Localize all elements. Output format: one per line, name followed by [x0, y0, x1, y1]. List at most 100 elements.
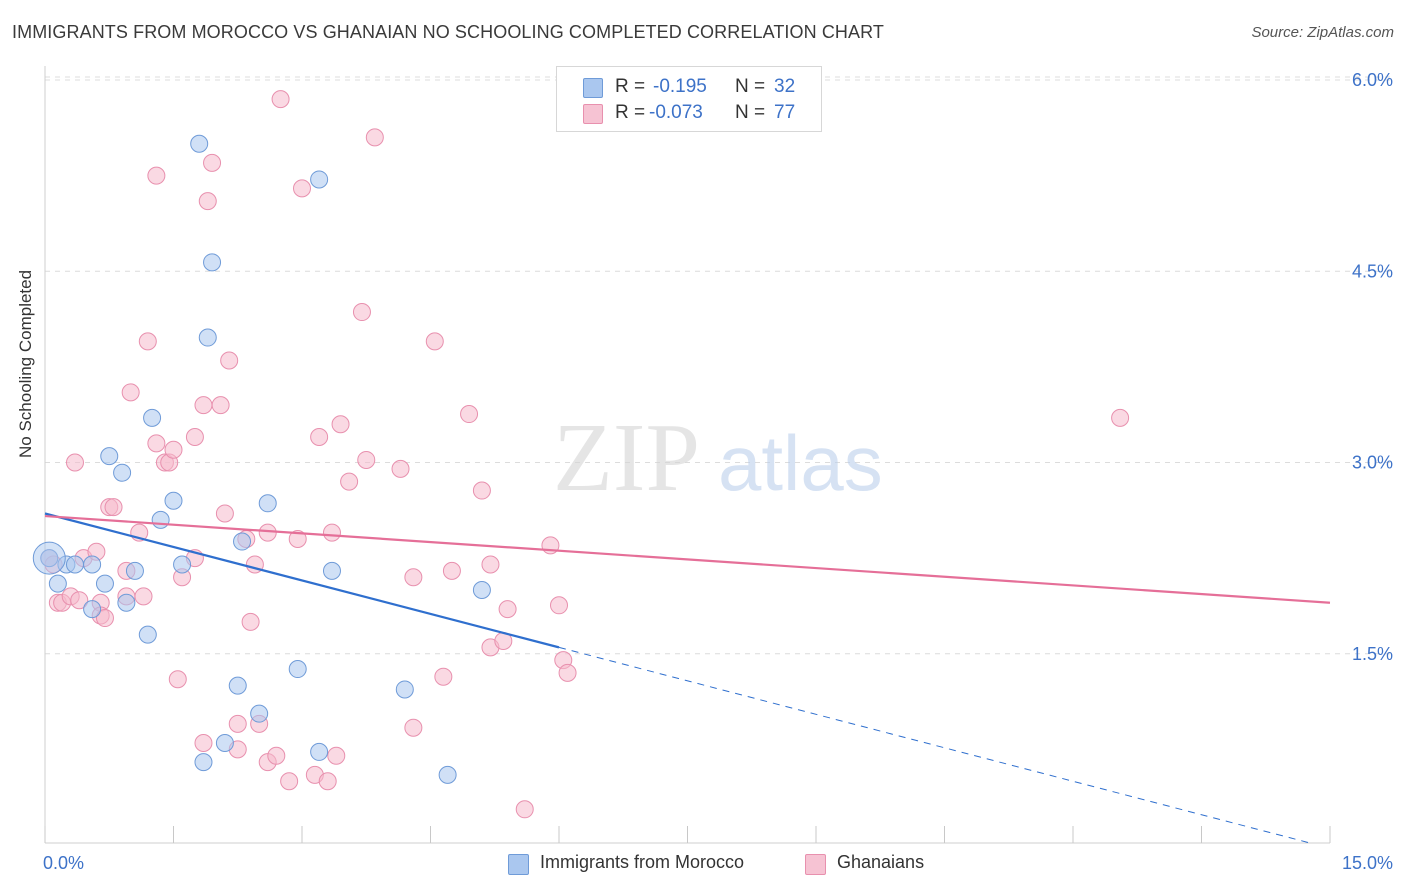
morocco-trend-line [44, 512, 560, 649]
ghanaians-point [147, 166, 166, 185]
morocco-point [83, 600, 102, 619]
ghanaians-point [203, 153, 222, 172]
morocco-point [322, 561, 341, 580]
ghanaians-trend-line [44, 514, 1331, 604]
y-axis-label: No Schooling Completed [16, 269, 35, 458]
trend-layer [44, 512, 1331, 845]
legend-n-label: N = [735, 102, 766, 123]
morocco-point [215, 734, 234, 752]
ghanaians-point [404, 568, 423, 587]
ghanaians-point [70, 591, 89, 610]
morocco-point [288, 660, 307, 679]
chart-title: IMMIGRANTS FROM MOROCCO VS GHANAIAN NO S… [12, 22, 885, 42]
ghanaians-point [258, 523, 277, 542]
ghanaians-point [434, 667, 453, 686]
ghanaians-point [138, 332, 157, 351]
correlation-legend: R = -0.195 N = 32 R = -0.073 N = 77 [556, 66, 822, 132]
bottom-legend-swatch-morocco [508, 854, 529, 875]
ghanaians-point [558, 663, 577, 682]
source-label: Source: ZipAtlas.com [1251, 24, 1394, 41]
legend-n-value: 32 [774, 76, 796, 97]
points-layer [32, 90, 1130, 819]
bottom-legend-label-morocco: Immigrants from Morocco [540, 852, 745, 872]
ghanaians-point [293, 179, 311, 198]
ghanaians-point [498, 600, 517, 619]
ghanaians-point [194, 396, 213, 415]
y-tick-label: 6.0% [1352, 70, 1393, 90]
ghanaians-point [267, 746, 286, 765]
y-tick-label: 1.5% [1352, 644, 1393, 664]
morocco-cluster-point [32, 541, 66, 575]
morocco-point [310, 742, 329, 761]
ghanaians-point [481, 555, 500, 574]
ghanaians-point [340, 472, 359, 491]
ghanaians-point [288, 530, 307, 548]
morocco-point [250, 704, 269, 723]
ghanaians-point [442, 561, 461, 580]
x-tick-label-min: 0.0% [43, 853, 84, 873]
ghanaians-point [228, 714, 247, 733]
legend-n-label: N = [735, 76, 766, 97]
ghanaians-point [211, 396, 230, 415]
morocco-point [438, 765, 457, 784]
morocco-point [228, 676, 247, 695]
morocco-point [95, 574, 114, 593]
ghanaians-point [391, 459, 410, 478]
morocco-trend-extension [558, 646, 1313, 845]
morocco-point [65, 555, 84, 574]
ghanaians-point [310, 428, 329, 446]
ghanaians-point [515, 800, 534, 819]
bottom-legend-label-ghanaians: Ghanaians [837, 852, 925, 872]
ghanaians-point [215, 504, 234, 523]
ghanaians-point [280, 772, 299, 791]
morocco-point [258, 494, 277, 513]
legend-r-value: -0.073 [649, 102, 703, 123]
ghanaians-point [198, 192, 217, 211]
ghanaians-point [425, 332, 444, 351]
legend-r-label: R = [615, 76, 646, 97]
legend-r-value: -0.195 [653, 76, 707, 97]
morocco-point [151, 510, 170, 529]
ghanaians-point [365, 128, 384, 147]
morocco-point [138, 625, 157, 644]
legend-swatch-morocco [583, 78, 603, 98]
ghanaians-point [1111, 408, 1130, 427]
morocco-point [117, 593, 136, 612]
morocco-point [164, 491, 183, 510]
y-tick-label: 3.0% [1352, 453, 1393, 473]
ghanaians-point [322, 523, 341, 542]
ghanaians-point [95, 609, 114, 628]
morocco-point [472, 581, 491, 599]
ghanaians-point [164, 440, 183, 459]
ghanaians-point [472, 481, 491, 500]
ghanaians-point [357, 450, 376, 469]
ghanaians-point [241, 612, 260, 631]
watermark: ZIP atlas [553, 404, 883, 512]
ghanaians-point [327, 746, 346, 765]
legend-r-label: R = [615, 102, 646, 123]
morocco-point [143, 408, 162, 427]
y-tick-label: 4.5% [1352, 261, 1393, 281]
morocco-point [173, 555, 192, 574]
morocco-point [100, 447, 119, 466]
morocco-point [310, 170, 329, 189]
morocco-point [233, 532, 252, 551]
ghanaians-point [194, 734, 213, 752]
morocco-point [190, 134, 209, 153]
ghanaians-point [331, 415, 350, 434]
legend-n-value: 77 [774, 102, 796, 123]
ghanaians-point [147, 434, 166, 453]
morocco-point [83, 555, 102, 574]
ghanaians-point [168, 670, 187, 689]
morocco-point [125, 561, 144, 580]
ghanaians-point [220, 351, 239, 370]
bottom-legend-swatch-ghanaians [805, 854, 826, 875]
morocco-point [194, 753, 213, 772]
tick-label-layer: 1.5% 3.0% 4.5% 6.0% 0.0% 15.0% [43, 70, 1393, 873]
ghanaians-point [404, 718, 423, 737]
morocco-point [48, 574, 67, 593]
morocco-point [113, 463, 132, 482]
ghanaians-point [550, 596, 568, 615]
ghanaians-point [318, 772, 337, 791]
ghanaians-point [104, 498, 123, 517]
